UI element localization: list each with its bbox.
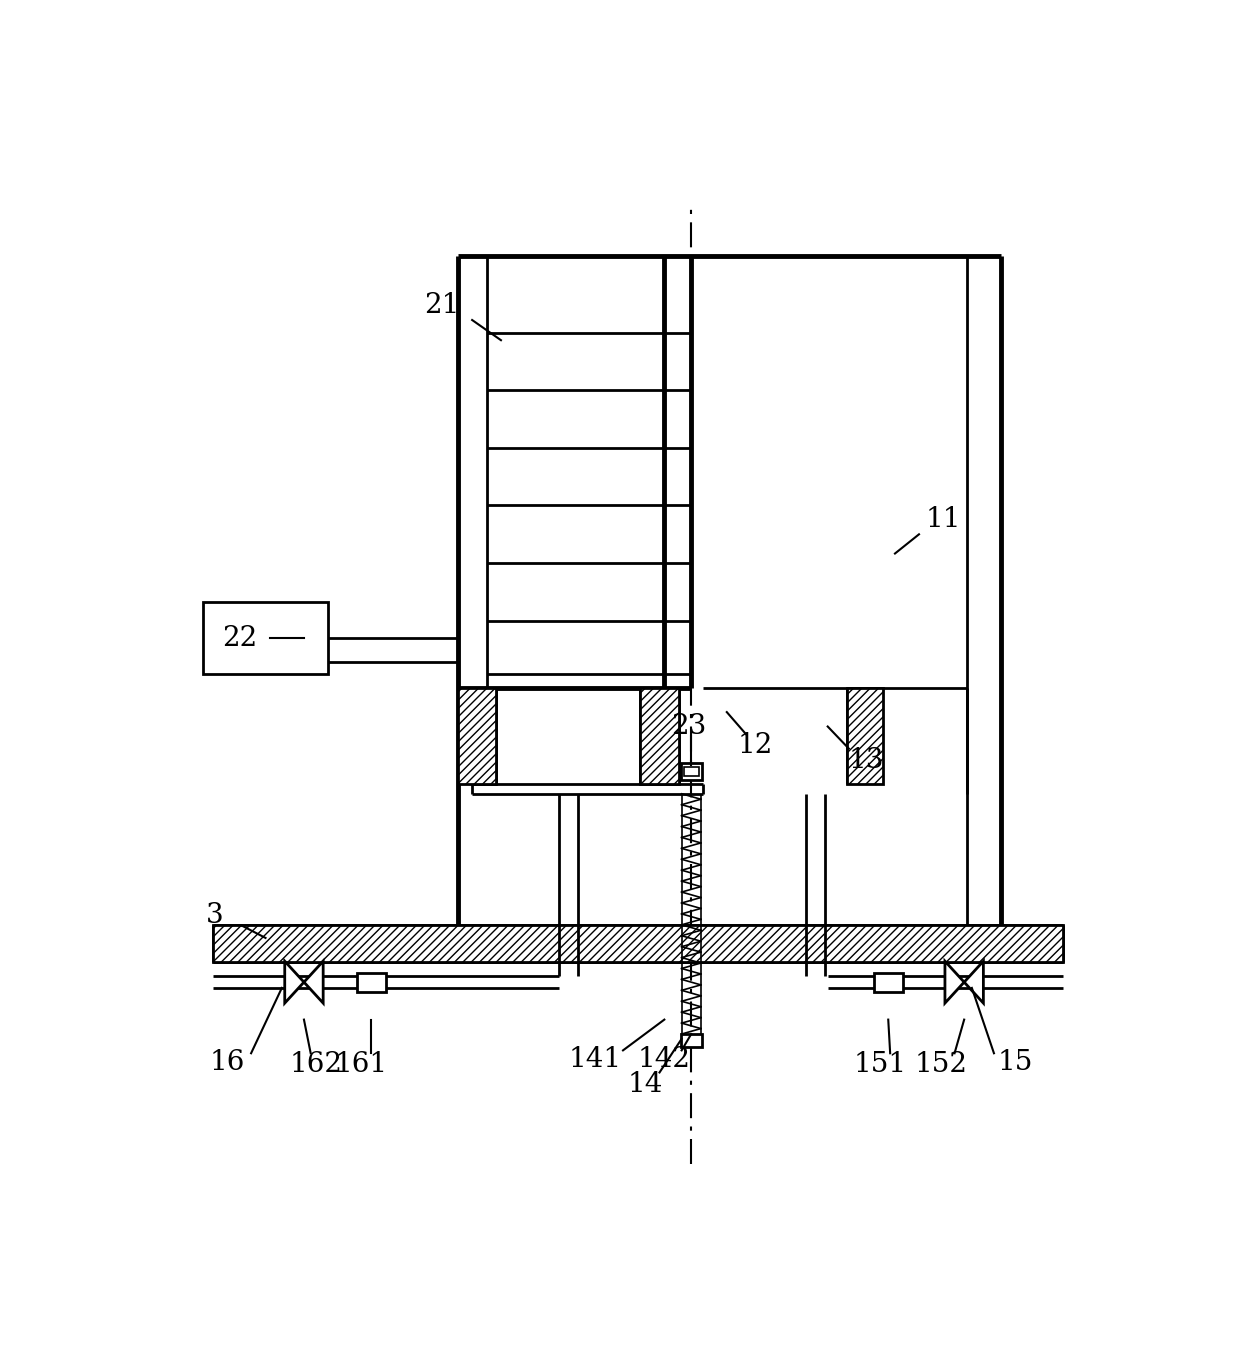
Text: 16: 16 (210, 1050, 244, 1077)
Text: 151: 151 (854, 1051, 908, 1078)
Bar (203, 602, 327, 674)
Text: 14: 14 (627, 1072, 663, 1099)
Text: 13: 13 (848, 747, 884, 774)
Bar (681, 763, 702, 781)
Text: 12: 12 (738, 732, 774, 759)
Text: 21: 21 (424, 292, 459, 319)
Bar (357, 973, 386, 992)
Text: 3: 3 (206, 902, 223, 930)
Polygon shape (965, 961, 983, 1003)
Polygon shape (847, 689, 883, 785)
Polygon shape (945, 961, 965, 1003)
Polygon shape (213, 925, 1063, 962)
Text: 152: 152 (915, 1051, 967, 1078)
Text: 161: 161 (335, 1051, 388, 1078)
Polygon shape (640, 689, 678, 785)
Bar (683, 767, 699, 777)
Polygon shape (458, 689, 496, 785)
Text: 141: 141 (569, 1046, 621, 1073)
Text: 142: 142 (637, 1046, 691, 1073)
Text: 15: 15 (997, 1050, 1033, 1077)
Text: 23: 23 (671, 713, 706, 740)
Polygon shape (285, 961, 304, 1003)
Bar (874, 973, 903, 992)
Text: 22: 22 (222, 625, 257, 652)
Text: 162: 162 (290, 1051, 343, 1078)
Polygon shape (304, 961, 324, 1003)
Bar (681, 1034, 702, 1046)
Text: 11: 11 (925, 506, 961, 533)
